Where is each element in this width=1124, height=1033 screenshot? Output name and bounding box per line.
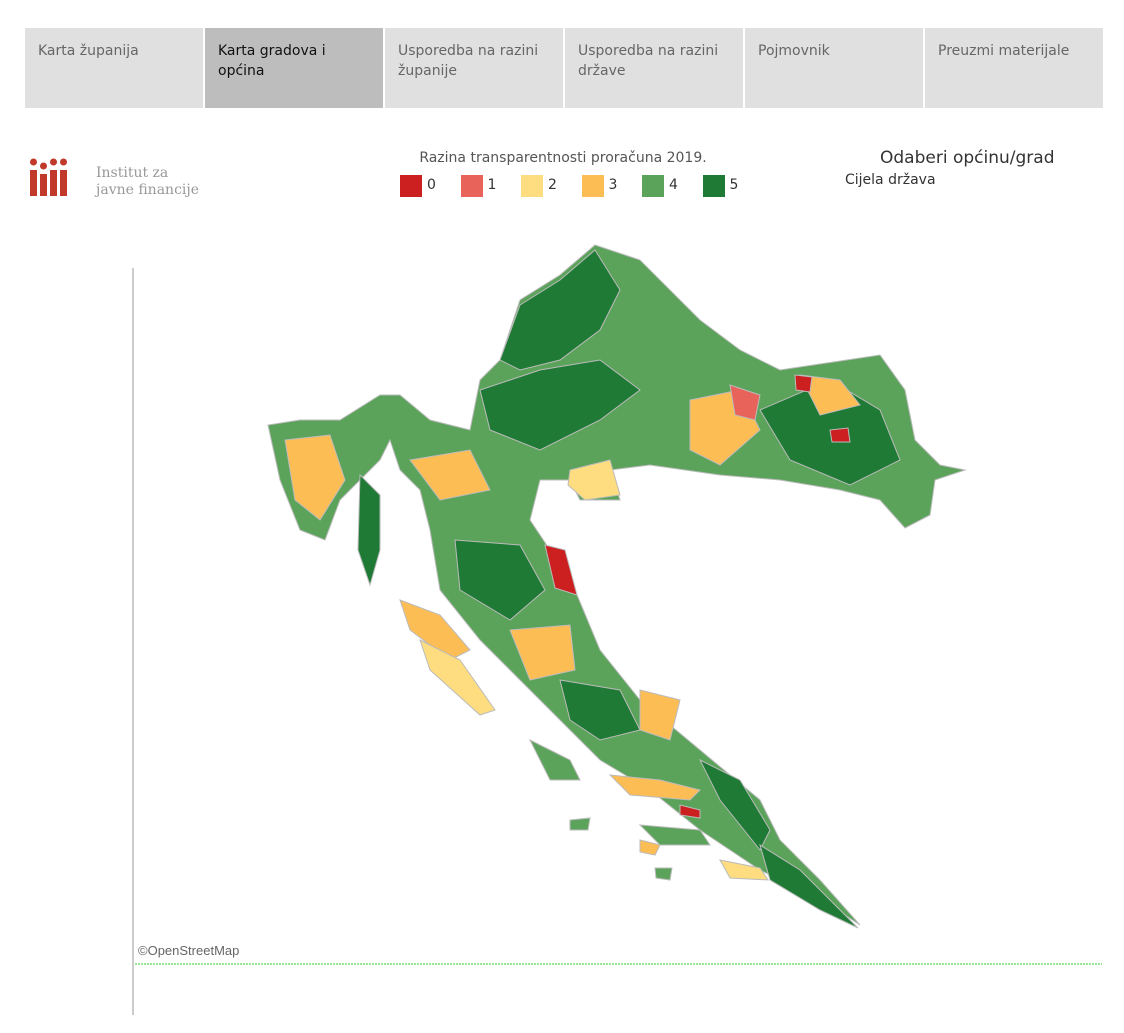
legend-label[interactable]: 5 <box>729 177 739 193</box>
selector-title: Odaberi općinu/grad <box>880 148 1055 168</box>
nav-tab[interactable]: Usporedba na razini županije <box>385 28 563 108</box>
nav-tab[interactable]: Usporedba na razini države <box>565 28 743 108</box>
logo-text: Institut za <box>96 165 169 181</box>
legend-swatch[interactable] <box>581 175 604 197</box>
logo-icon <box>30 158 67 196</box>
selector-value[interactable]: Cijela država <box>845 172 936 188</box>
legend-swatch[interactable] <box>460 175 483 197</box>
legend-label[interactable]: 1 <box>487 177 497 193</box>
nav-tab[interactable]: Preuzmi materijale <box>925 28 1103 108</box>
legend-title: Razina transparentnosti proračuna 2019. <box>419 150 707 166</box>
legend-label[interactable]: 3 <box>608 177 618 193</box>
legend-label[interactable]: 4 <box>669 177 678 193</box>
legend-swatch[interactable] <box>521 175 543 197</box>
nav-tab[interactable]: Pojmovnik <box>745 28 923 108</box>
legend-swatch[interactable] <box>400 175 422 197</box>
nav-tab-active[interactable]: Karta gradova i općina <box>205 28 383 108</box>
legend-label[interactable]: 0 <box>427 177 436 193</box>
legend-label[interactable]: 2 <box>548 177 557 193</box>
map-attribution: ©OpenStreetMap <box>138 943 240 958</box>
country-shape <box>267 244 967 929</box>
map <box>132 244 1102 1015</box>
logo-text: javne financije <box>96 182 200 198</box>
nav-tab[interactable]: Karta županija <box>25 28 203 108</box>
legend-swatch[interactable] <box>642 175 664 197</box>
legend-swatch[interactable] <box>702 175 725 197</box>
